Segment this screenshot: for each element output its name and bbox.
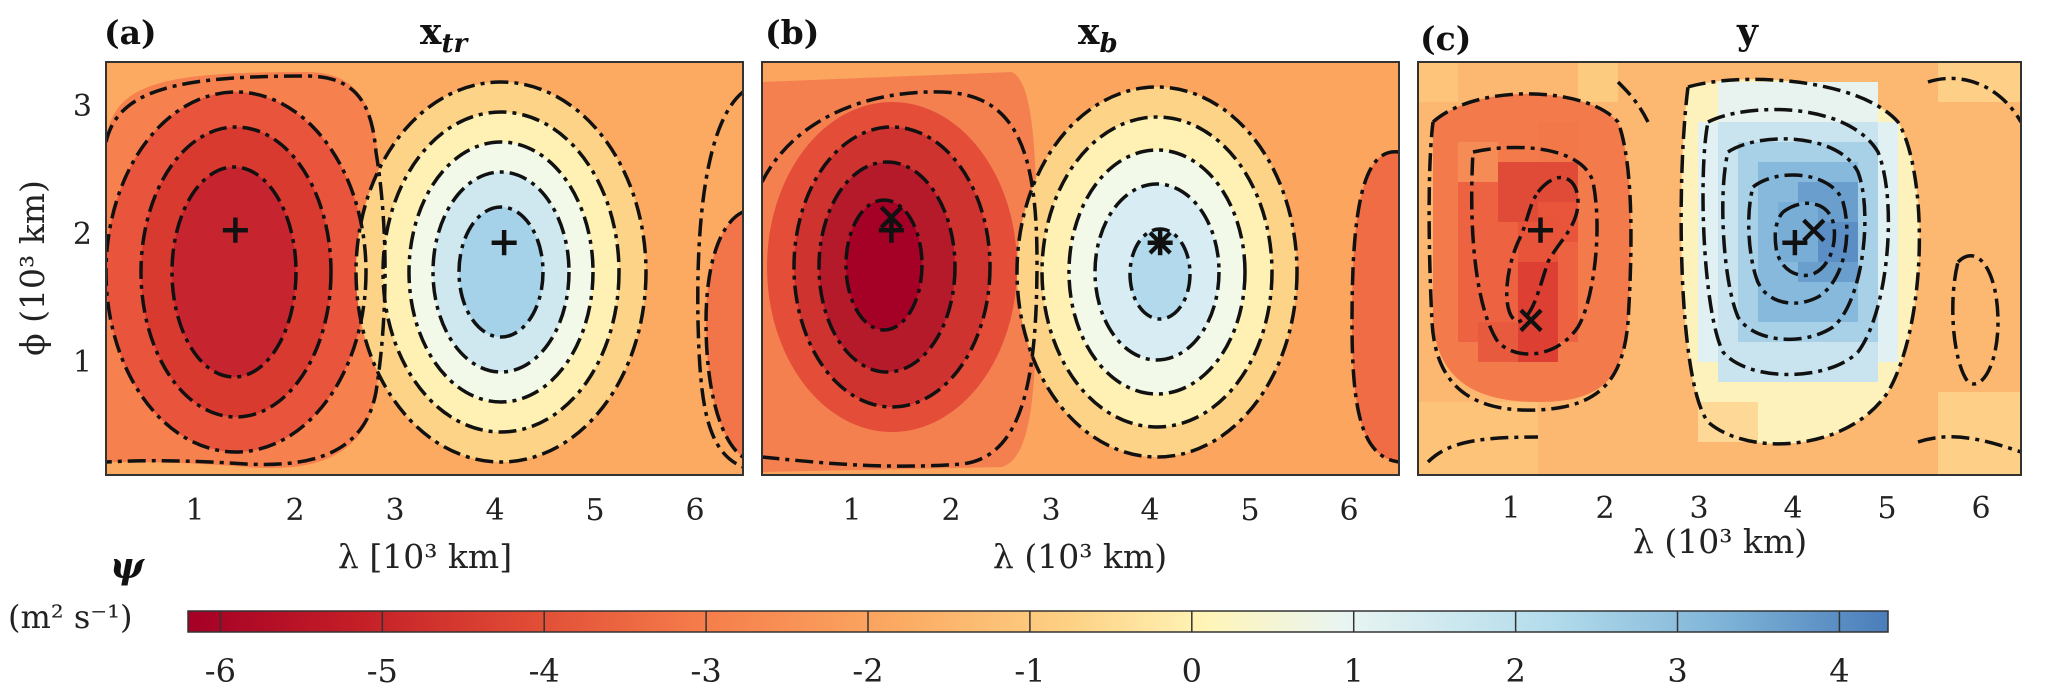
panel-a-xlabel: λ [10³ km]	[338, 537, 512, 576]
colorbar-tick-label-6: 0	[1182, 652, 1202, 690]
colorbar-tick-label-1: -5	[367, 652, 398, 690]
panel-a-ytick-2: 2	[73, 217, 92, 252]
colorbar-tick-label-7: 1	[1344, 652, 1364, 690]
colorbar-tick-label-8: 2	[1505, 652, 1525, 690]
panel-a-xtick-1: 1	[185, 493, 204, 528]
panel-c-marker-1: ×	[1514, 296, 1548, 343]
panel-b-xlabel: λ (10³ km)	[993, 537, 1167, 576]
panel-a-xtick-4: 4	[485, 493, 504, 528]
panel-c-xtick-5: 5	[1877, 491, 1896, 526]
panel-b-xtick-6: 6	[1339, 493, 1358, 528]
panel-a-xticks: 1 2 3 4 5 6	[185, 493, 704, 528]
panel-c-xtick-3: 3	[1689, 491, 1708, 526]
panel-c-xtick-4: 4	[1783, 491, 1802, 526]
panel-c-xtick-1: 1	[1501, 491, 1520, 526]
panel-c-marker-0: +	[1524, 206, 1558, 253]
panel-c-label: (c)	[1420, 19, 1471, 58]
panel-c-xlabel: λ (10³ km)	[1633, 522, 1807, 561]
panel-c-xtick-6: 6	[1971, 491, 1990, 526]
panel-b-xtick-1: 1	[842, 493, 861, 528]
colorbar-ticks: -6 -5 -4 -3 -2 -1 0 1 2 3 4	[205, 611, 1850, 690]
colorbar-gradient	[187, 610, 1889, 633]
panel-c-marker-3: ×	[1797, 206, 1831, 253]
colorbar-tick-label-9: 3	[1667, 652, 1687, 690]
colorbar: ψ (m² s⁻¹) -6 -5 -4 -3 -2 -1 0 1 2 3 4	[8, 545, 1889, 690]
panel-a-markers: + +	[219, 206, 521, 266]
colorbar-tick-label-0: -6	[205, 652, 236, 690]
panel-a-ytick-3: 3	[73, 89, 92, 124]
panel-a-marker-0: +	[219, 206, 253, 253]
panel-b-title: xb	[1078, 11, 1118, 59]
panel-a-xtick-2: 2	[285, 493, 304, 528]
panel-c: (c) y	[1417, 11, 2022, 561]
panel-c-xticks: 1 2 3 4 5 6	[1501, 491, 1990, 526]
colorbar-tick-label-10: 4	[1829, 652, 1849, 690]
colorbar-tick-label-4: -2	[852, 652, 883, 690]
panel-a-ytick-1: 1	[73, 345, 92, 380]
panel-b-xtick-2: 2	[941, 493, 960, 528]
panel-b-xtick-4: 4	[1140, 493, 1159, 528]
panel-a-title: xtr	[420, 11, 469, 59]
panel-b: (b) xb	[761, 11, 1400, 576]
panel-a-marker-1: +	[487, 219, 521, 266]
panel-c-title: y	[1736, 11, 1759, 53]
panel-a-label: (a)	[104, 13, 157, 52]
panel-b-label: (b)	[765, 13, 819, 52]
colorbar-tick-label-3: -3	[691, 652, 722, 690]
panel-b-markers: +×+×	[875, 193, 1177, 266]
panel-c-xtick-2: 2	[1595, 491, 1614, 526]
panel-b-xtick-5: 5	[1240, 493, 1259, 528]
panel-a-yticks: 1 2 3	[73, 89, 92, 380]
panel-c-marker-2: +	[1778, 219, 1812, 266]
panel-a-ylabel: ϕ (10³ km)	[13, 180, 52, 356]
colorbar-units: (m² s⁻¹)	[8, 598, 132, 636]
colorbar-tick-label-2: -4	[529, 652, 560, 690]
panel-a: (a) xtr	[13, 11, 744, 576]
colorbar-symbol: ψ	[110, 545, 145, 587]
panel-a-xtick-6: 6	[685, 493, 704, 528]
panel-b-marker-1: ×	[875, 193, 909, 240]
panel-a-plot	[106, 62, 743, 475]
panel-c-markers: +×+×	[1514, 206, 1830, 343]
panel-b-marker-2: +	[1143, 219, 1177, 266]
panel-a-xtick-5: 5	[585, 493, 604, 528]
panel-c-plot	[1418, 62, 2021, 475]
panel-b-xtick-3: 3	[1041, 493, 1060, 528]
panel-b-plot	[762, 62, 1399, 475]
panel-b-xticks: 1 2 3 4 5 6	[842, 493, 1358, 528]
panel-a-xtick-3: 3	[385, 493, 404, 528]
panel-b-marker-3: ×	[1143, 219, 1177, 266]
panel-b-marker-0: +	[875, 206, 909, 253]
colorbar-tick-label-5: -1	[1014, 652, 1045, 690]
